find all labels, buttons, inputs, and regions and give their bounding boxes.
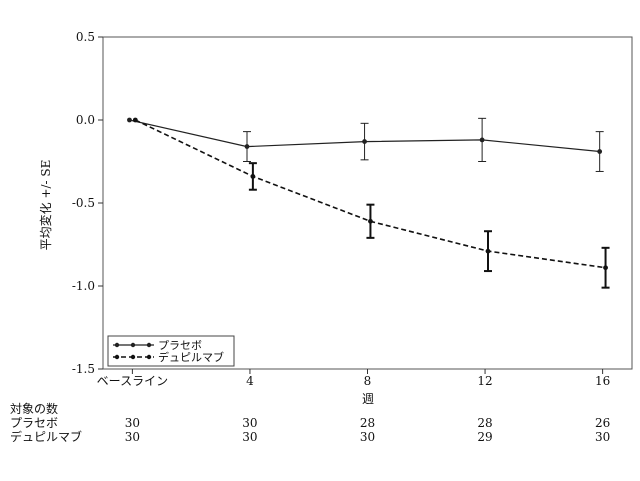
data-point (132, 117, 138, 123)
data-point (368, 218, 373, 224)
counts-table-title: 対象の数 (10, 401, 58, 416)
y-axis-ticks: 0.5 0.0 -0.5 -1.0 -1.5 (72, 30, 103, 376)
y-tick-label: 0.5 (76, 30, 95, 44)
data-point (485, 248, 491, 254)
counts-row-label: デュピルマブ (10, 429, 82, 444)
legend-swatch-marker (114, 354, 120, 360)
data-point (250, 174, 256, 179)
count-value: 29 (477, 430, 492, 444)
x-axis-label: 週 (362, 392, 374, 406)
x-tick-label: 16 (595, 374, 610, 388)
count-value: 30 (242, 416, 257, 430)
series-group (127, 117, 610, 289)
y-tick-label: -1.5 (72, 362, 95, 376)
count-value: 28 (360, 416, 375, 430)
count-value: 30 (595, 430, 610, 444)
x-tick-label: ベースライン (97, 374, 168, 388)
legend-swatch-marker (146, 342, 152, 348)
y-tick-label: -1.0 (72, 279, 95, 293)
counts-row-label: プラセボ (10, 416, 58, 430)
legend-swatch-marker (130, 342, 136, 348)
legend-entry-label: プラセボ (158, 339, 202, 352)
plot-frame (102, 36, 633, 370)
count-value: 26 (595, 416, 610, 430)
y-tick-label: -0.5 (72, 196, 95, 210)
data-point (127, 117, 132, 123)
plot-area (102, 36, 633, 370)
x-axis-ticks: ベースライン 4 8 12 16 (97, 369, 610, 388)
y-tick-label: 0.0 (76, 113, 95, 127)
series-dupilumab (132, 117, 610, 289)
legend-entry-label: デュピルマブ (158, 350, 224, 364)
count-value: 30 (360, 430, 375, 444)
series-placebo (127, 117, 604, 172)
data-point (244, 144, 250, 149)
data-point (362, 139, 367, 144)
x-tick-label: 4 (246, 374, 254, 388)
count-value: 30 (125, 416, 140, 430)
data-point (479, 137, 485, 143)
count-value: 30 (125, 430, 140, 444)
data-point (597, 149, 603, 154)
legend-swatch-marker (130, 354, 136, 360)
x-tick-label: 12 (477, 374, 492, 388)
legend-swatch-marker (146, 354, 152, 360)
legend-swatch-marker (114, 342, 120, 348)
x-tick-label: 8 (364, 374, 372, 388)
count-value: 28 (477, 416, 492, 430)
legend-frame (107, 335, 235, 367)
data-point (603, 265, 608, 271)
y-axis-label: 平均変化 +/- SE (38, 160, 53, 251)
count-value: 30 (242, 430, 257, 444)
